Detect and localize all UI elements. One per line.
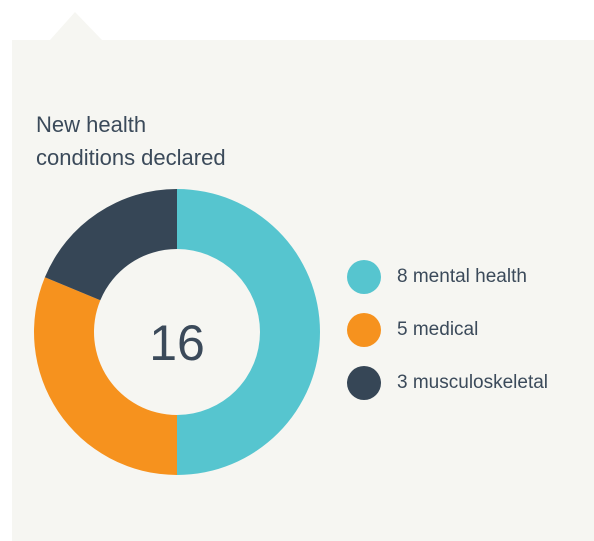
legend-value: 8 bbox=[397, 266, 408, 287]
legend-category: musculoskeletal bbox=[413, 372, 548, 393]
donut-segment bbox=[44, 188, 178, 301]
legend-swatch bbox=[347, 260, 381, 294]
donut-segment bbox=[34, 277, 178, 475]
legend-swatch bbox=[347, 313, 381, 347]
legend-label: 8 mental health bbox=[397, 266, 527, 287]
legend-label: 5 medical bbox=[397, 319, 478, 340]
legend-swatch bbox=[347, 366, 381, 400]
total-label: 16 bbox=[149, 315, 205, 371]
legend-category: medical bbox=[413, 319, 478, 340]
legend-label: 3 musculoskeletal bbox=[397, 372, 548, 393]
legend-value: 5 bbox=[397, 319, 408, 340]
chart-title: New health conditions declared bbox=[36, 112, 226, 170]
legend-category: mental health bbox=[413, 266, 527, 287]
donut-segment bbox=[177, 189, 320, 475]
legend-value: 3 bbox=[397, 372, 408, 393]
